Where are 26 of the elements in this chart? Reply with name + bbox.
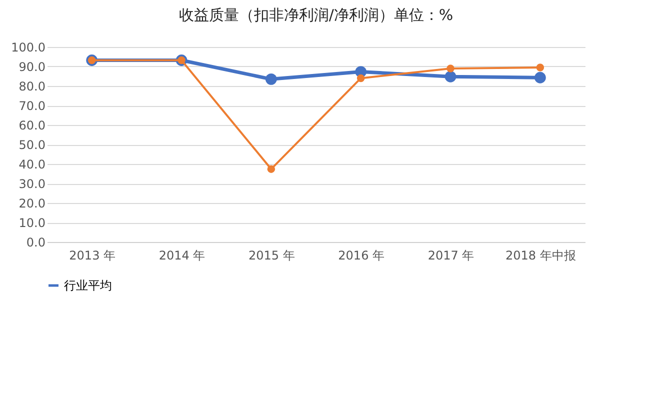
y-tick-label: 60.0 <box>18 118 46 132</box>
chart-title: 收益质量（扣非净利润/净利润）单位：% <box>178 6 454 24</box>
y-tick-label: 100.0 <box>11 40 46 54</box>
legend-label: 行业平均 <box>64 278 112 292</box>
x-tick-label: 2015 年 <box>248 248 295 262</box>
point <box>534 72 546 84</box>
y-tick-label: 50.0 <box>18 138 46 152</box>
x-tick-label: 2017 年 <box>428 248 474 262</box>
x-tick-label: 2018 年中报 <box>505 248 576 262</box>
y-tick-label: 30.0 <box>18 177 46 191</box>
y-tick-label: 90.0 <box>18 60 46 74</box>
x-tick-label: 2014 年 <box>158 248 206 262</box>
point <box>446 64 454 72</box>
point <box>267 165 276 173</box>
point <box>444 70 456 82</box>
y-tick-label: 0.0 <box>26 236 46 250</box>
x-tick-label: 2016 年 <box>338 248 385 262</box>
y-tick-label: 70.0 <box>18 99 46 113</box>
x-tick-label: 2013 年 <box>69 248 116 262</box>
y-tick-label: 20.0 <box>18 196 46 210</box>
point <box>265 73 277 85</box>
y-tick-label: 80.0 <box>18 80 46 94</box>
point <box>536 64 544 72</box>
y-tick-label: 10.0 <box>18 216 46 230</box>
y-tick-label: 40.0 <box>18 158 46 172</box>
point <box>356 74 365 82</box>
